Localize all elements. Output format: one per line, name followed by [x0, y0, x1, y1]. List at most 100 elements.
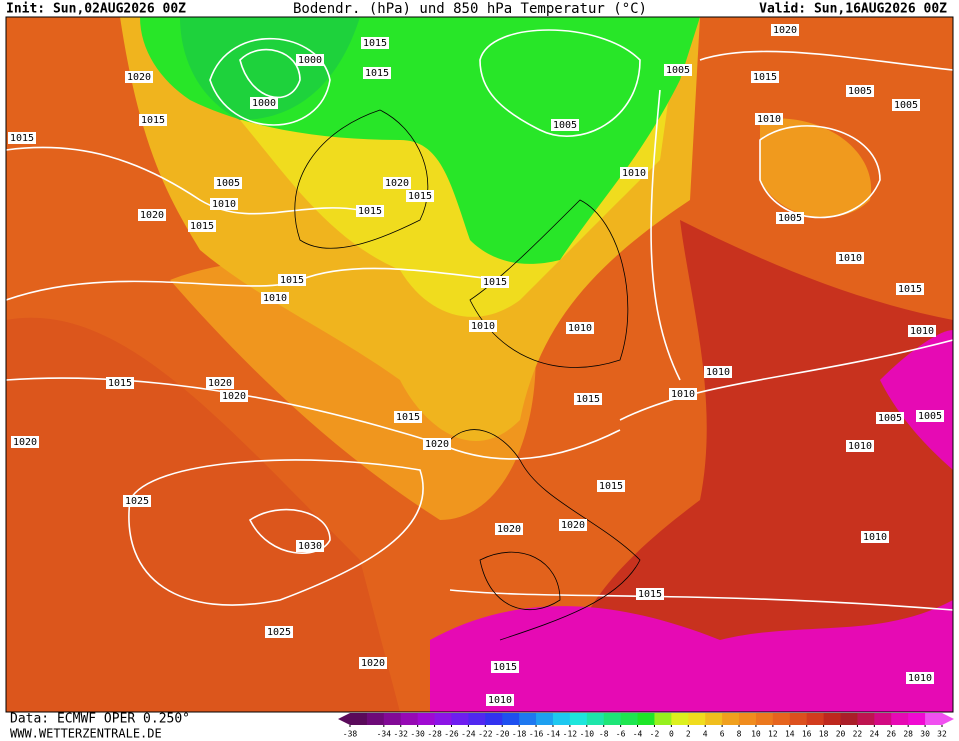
- colorbar-label: -34: [377, 730, 392, 739]
- isobar-label: 1010: [622, 168, 646, 179]
- isobar-label: 1020: [140, 210, 164, 221]
- colorbar-swatch: [536, 713, 554, 725]
- colorbar-swatch: [840, 713, 858, 725]
- isobar-label-box: [11, 436, 39, 448]
- isobar-label: 1010: [757, 114, 781, 125]
- isobar-label-box: [296, 540, 324, 552]
- colorbar-swatch: [366, 713, 385, 725]
- isobar-label-box: [876, 412, 904, 424]
- isobar-label-box: [265, 626, 293, 638]
- isobar-label-box: [664, 64, 692, 76]
- isobar-label-box: [620, 167, 648, 179]
- colorbar-label: -32: [394, 730, 409, 739]
- isobar: [650, 89, 681, 381]
- isobar-label: 1020: [127, 72, 151, 83]
- colorbar-label: 16: [802, 730, 812, 739]
- isobar-label: 1005: [848, 86, 872, 97]
- isobar-label: 1015: [396, 412, 420, 423]
- colorbar-label: -22: [478, 730, 493, 739]
- isobar: [6, 146, 361, 215]
- isobar: [699, 50, 953, 71]
- colorbar-label: 24: [870, 730, 880, 739]
- iberia: [479, 551, 561, 611]
- colorbar-label: -10: [580, 730, 595, 739]
- isobar: [248, 508, 331, 554]
- colorbar-label: 10: [751, 730, 761, 739]
- isobar-label: 1015: [358, 206, 382, 217]
- colorbar-arrow-left: [338, 713, 350, 725]
- isobar-label-box: [363, 67, 391, 79]
- colorbar-swatch: [671, 713, 689, 725]
- isobar-label: 1015: [363, 38, 387, 49]
- colorbar-label: -14: [546, 730, 561, 739]
- isobar-label-box: [296, 54, 324, 66]
- isobar-label: 1015: [898, 284, 922, 295]
- isobar-label-box: [481, 276, 509, 288]
- isobar-label-box: [406, 190, 434, 202]
- isobar-label: 1010: [488, 695, 512, 706]
- isobar-label-box: [836, 252, 864, 264]
- isobar-label-box: [751, 71, 779, 83]
- isobar: [209, 37, 331, 126]
- isobar-label-box: [8, 132, 36, 144]
- map-title: Bodendr. (hPa) und 850 hPa Temperatur (°…: [293, 1, 647, 17]
- isobar-label-box: [906, 672, 934, 684]
- isobar-label-box: [566, 322, 594, 334]
- colorbar-label: -24: [461, 730, 476, 739]
- isobar-label: 1025: [267, 627, 291, 638]
- colorbar-swatch: [891, 713, 909, 725]
- colorbar-swatch: [434, 713, 452, 725]
- isobar-label-box: [278, 274, 306, 286]
- isobar-label-box: [559, 519, 587, 531]
- temp-region: [760, 118, 872, 218]
- isobar: [239, 48, 301, 99]
- colorbar-swatch: [722, 713, 740, 725]
- isobar-label: 1010: [838, 253, 862, 264]
- colorbar-swatch: [755, 713, 774, 725]
- temp-region: [180, 17, 360, 120]
- isobar-label: 1015: [408, 191, 432, 202]
- isobar-label: 1015: [576, 394, 600, 405]
- isobar-label-box: [486, 694, 514, 706]
- colorbar-label: -26: [444, 730, 459, 739]
- isobar-label: 1005: [553, 120, 577, 131]
- colorbar-label: 22: [853, 730, 863, 739]
- colorbar-label: 14: [785, 730, 795, 739]
- isobar-label-box: [846, 440, 874, 452]
- colorbar-label: -8: [599, 730, 609, 739]
- colorbar-label: -6: [616, 730, 626, 739]
- isobar-label: 1010: [908, 673, 932, 684]
- isobar-label-box: [495, 523, 523, 535]
- colorbar-swatch: [874, 713, 892, 725]
- colorbar-swatch: [485, 713, 503, 725]
- isobar-label-box: [359, 657, 387, 669]
- isobar-label: 1015: [141, 115, 165, 126]
- valid-time: Valid: Sun,16AUG2026 00Z: [759, 2, 947, 17]
- scandinavia: [469, 199, 629, 368]
- colorbar-label: 0: [669, 730, 674, 739]
- isobar-label-box: [356, 205, 384, 217]
- temp-region: [880, 330, 953, 470]
- isobar-label: 1010: [212, 199, 236, 210]
- init-time: Init: Sun,02AUG2026 00Z: [6, 2, 186, 17]
- isobar-label-box: [861, 531, 889, 543]
- isobar-label: 1025: [125, 496, 149, 507]
- map-frame: [5, 16, 954, 713]
- isobar-label: 1010: [848, 441, 872, 452]
- colorbar-swatch: [789, 713, 808, 725]
- isobar-label: 1015: [483, 277, 507, 288]
- colorbar-arrow-right: [942, 713, 954, 725]
- isobar-label: 1010: [706, 367, 730, 378]
- isobar-label: 1020: [773, 25, 797, 36]
- colorbar-swatch: [603, 713, 622, 725]
- isobar-label: 1020: [561, 520, 585, 531]
- isobar-label-box: [106, 377, 134, 389]
- colorbar-label: 26: [886, 730, 896, 739]
- colorbar-label: -12: [563, 730, 578, 739]
- isobar-label-box: [206, 377, 234, 389]
- colorbar-label: -4: [633, 730, 643, 739]
- colorbar-label: 6: [720, 730, 725, 739]
- website: WWW.WETTERZENTRALE.DE: [10, 727, 162, 741]
- colorbar-label: -16: [529, 730, 544, 739]
